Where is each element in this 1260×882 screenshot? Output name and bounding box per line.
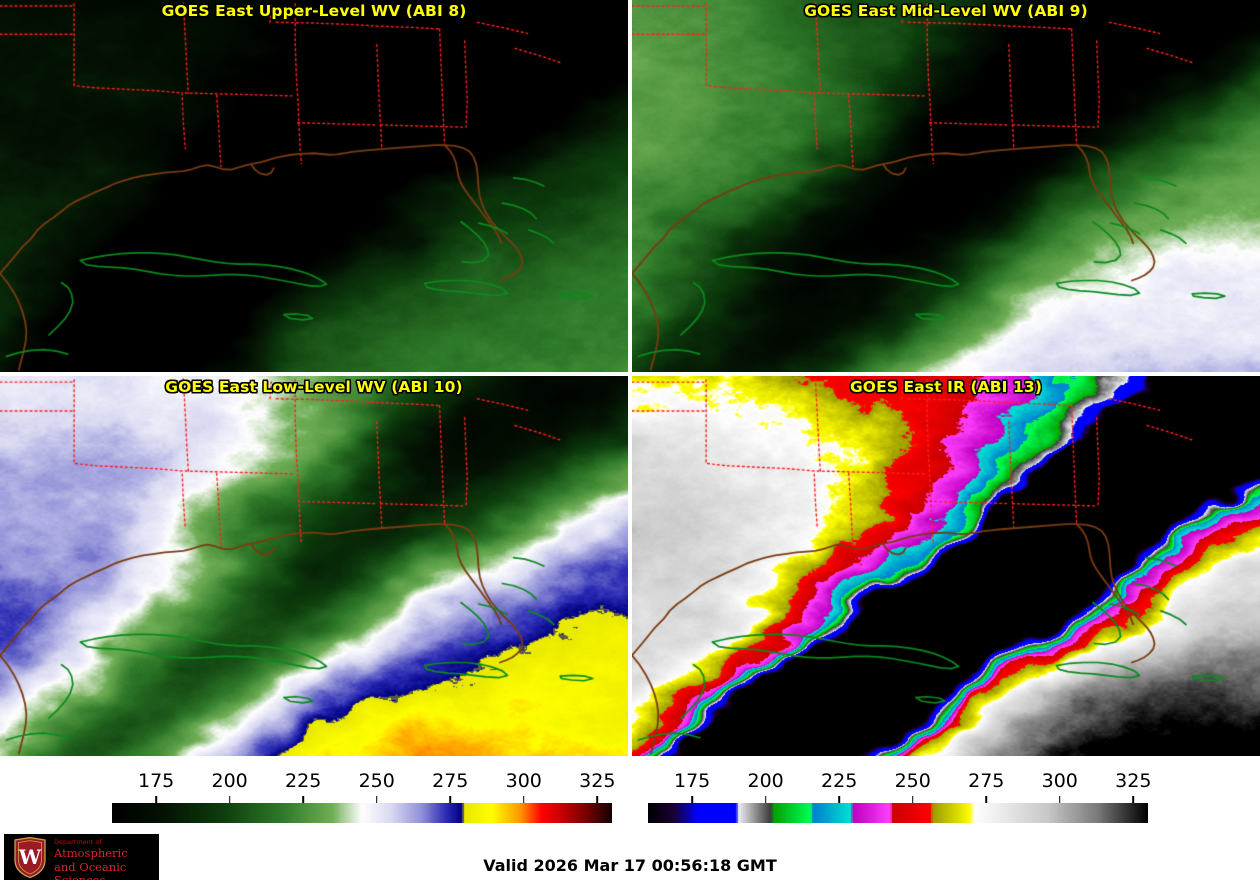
colorbar-tick-mark bbox=[911, 796, 914, 803]
panel-low-level-wv[interactable]: GOES East Low-Level WV (ABI 10) bbox=[0, 376, 628, 756]
colorbar-tick-mark bbox=[302, 796, 304, 803]
colorbar-tick-label: 250 bbox=[894, 770, 931, 792]
colorbar-tick-mark bbox=[155, 796, 157, 803]
wv-colorbar-tick-labels: 175 200 225 250 275 300 325 bbox=[112, 770, 616, 796]
colorbar-tick-label: 325 bbox=[1115, 770, 1152, 792]
colorbar-tick-label: 275 bbox=[432, 770, 469, 792]
panel-ir[interactable]: GOES East IR (ABI 13) bbox=[632, 376, 1260, 756]
colorbar-tick-mark bbox=[522, 796, 525, 803]
colorbar-tick-label: 300 bbox=[1041, 770, 1078, 792]
uw-logo-department-line: Department of bbox=[54, 838, 102, 846]
colorbar-tick-mark bbox=[596, 796, 599, 803]
uw-aos-logo[interactable]: W Department of Atmospheric and Oceanic … bbox=[4, 834, 159, 880]
colorbar-tick-label: 200 bbox=[211, 770, 248, 792]
ir-colorbar-gradient bbox=[648, 803, 1148, 823]
colorbar-tick-label: 275 bbox=[968, 770, 1005, 792]
colorbar-tick-label: 300 bbox=[505, 770, 542, 792]
colorbar-tick-label: 250 bbox=[358, 770, 395, 792]
uw-logo-line-2: and Oceanic Sciences bbox=[54, 859, 127, 880]
wv-colorbar-ticks bbox=[112, 796, 612, 803]
uw-logo-text: Department of Atmospheric and Oceanic Sc… bbox=[54, 838, 159, 880]
wv-colorbar: 175 200 225 250 275 300 325 bbox=[112, 770, 616, 823]
uw-logo-line-1: Atmospheric bbox=[54, 846, 128, 860]
panel-upper-level-wv[interactable]: GOES East Upper-Level WV (ABI 8) bbox=[0, 0, 628, 372]
panel-mid-level-wv[interactable]: GOES East Mid-Level WV (ABI 9) bbox=[632, 0, 1260, 372]
colorbar-tick-mark bbox=[375, 796, 378, 803]
uw-crest-icon: W bbox=[14, 837, 46, 878]
ir-colorbar: 175 200 225 250 275 300 325 bbox=[648, 770, 1152, 823]
satellite-image-mid-level-wv bbox=[632, 0, 1260, 372]
colorbar-tick-mark bbox=[985, 796, 988, 803]
ir-colorbar-tick-labels: 175 200 225 250 275 300 325 bbox=[648, 770, 1152, 796]
colorbar-tick-mark bbox=[764, 796, 767, 803]
colorbar-tick-mark bbox=[691, 796, 693, 803]
satellite-image-low-level-wv bbox=[0, 376, 628, 756]
svg-text:W: W bbox=[18, 845, 42, 869]
wv-colorbar-gradient bbox=[112, 803, 612, 823]
colorbar-tick-label: 175 bbox=[673, 770, 711, 792]
colorbar-tick-mark bbox=[228, 796, 231, 803]
colorbar-tick-mark bbox=[449, 796, 452, 803]
colorbar-tick-mark bbox=[1132, 796, 1135, 803]
colorbar-tick-label: 200 bbox=[747, 770, 784, 792]
colorbar-tick-label: 175 bbox=[137, 770, 175, 792]
satellite-image-upper-level-wv bbox=[0, 0, 628, 372]
ir-colorbar-ticks bbox=[648, 796, 1148, 803]
colorbar-tick-label: 325 bbox=[579, 770, 616, 792]
satellite-image-ir bbox=[632, 376, 1260, 756]
colorbar-tick-mark bbox=[838, 796, 840, 803]
valid-timestamp: Valid 2026 Mar 17 00:56:18 GMT bbox=[483, 856, 777, 875]
colorbar-tick-label: 225 bbox=[285, 770, 322, 792]
colorbar-tick-mark bbox=[1058, 796, 1061, 803]
colorbar-tick-label: 225 bbox=[821, 770, 858, 792]
